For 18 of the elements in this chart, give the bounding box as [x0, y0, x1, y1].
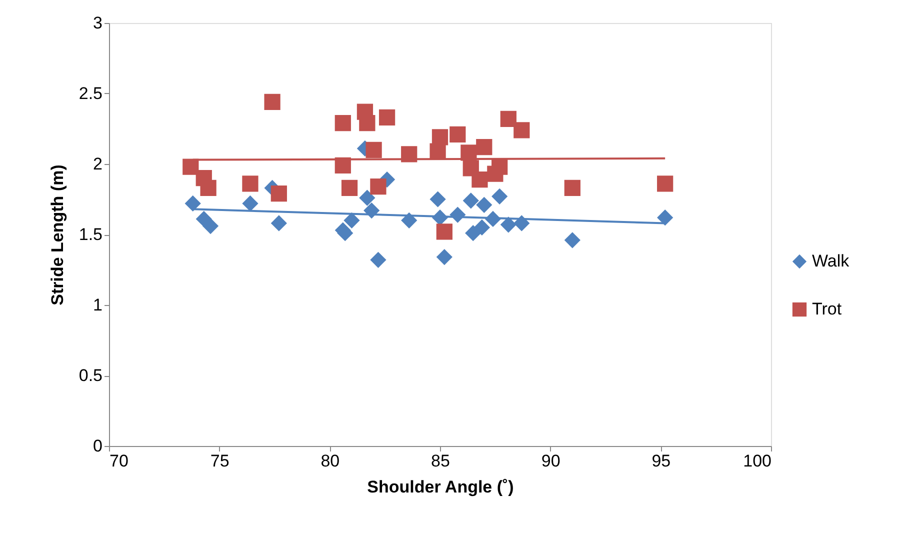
x-tick-label: 90 [541, 452, 560, 470]
y-tick-label: 0.5 [78, 366, 102, 385]
x-axis-title: Shoulder Angle (˚) [367, 478, 514, 496]
x-tick-label: 75 [210, 452, 230, 470]
x-tick-label: 100 [743, 452, 772, 470]
y-tick-label: 1 [93, 296, 102, 314]
y-tick-label: 3 [93, 14, 102, 32]
x-tick-label: 80 [320, 452, 340, 470]
y-tick-label: 2 [93, 154, 102, 174]
y-tick-label: 1.5 [78, 225, 102, 244]
x-tick-label: 70 [110, 452, 128, 470]
legend-label: Trot [812, 300, 842, 318]
y-tick-label: 2.5 [78, 84, 102, 103]
y-tick-label: 0 [93, 436, 102, 456]
x-tick-label: 85 [431, 452, 450, 470]
x-tick-label: 95 [652, 452, 671, 470]
legend-label: Walk [812, 252, 850, 270]
y-axis-title: Stride Length (m) [48, 164, 67, 306]
